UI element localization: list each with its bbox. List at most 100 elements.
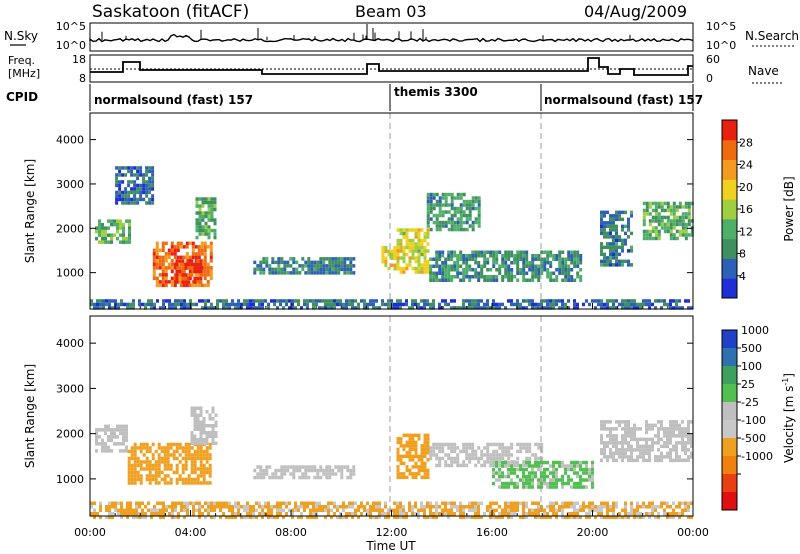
velocity-cell: [432, 442, 436, 447]
velocity-cell: [669, 441, 672, 445]
velocity-cell: [633, 430, 636, 435]
velocity-cell: [516, 474, 519, 479]
power-cell: [615, 259, 618, 264]
power-cell: [546, 306, 549, 310]
power-cell: [274, 267, 278, 272]
power-cell: [174, 299, 177, 303]
velocity-cell: [214, 431, 218, 435]
velocity-cell: [271, 472, 275, 476]
power-cell: [420, 242, 424, 246]
power-cell: [636, 302, 639, 307]
velocity-cell: [175, 449, 179, 454]
power-cell: [349, 271, 353, 275]
velocity-cell: [489, 501, 492, 505]
velocity-cell: [169, 453, 173, 457]
power-cell: [179, 255, 183, 260]
power-cell: [151, 201, 155, 205]
velocity-cell: [402, 512, 405, 516]
velocity-cell: [495, 501, 498, 505]
velocity-cell: [175, 467, 179, 471]
velocity-cell: [522, 505, 525, 509]
velocity-cell: [606, 515, 609, 519]
velocity-cell: [378, 508, 381, 512]
power-cell: [462, 213, 466, 218]
velocity-cell: [324, 508, 327, 512]
power-cell: [408, 259, 412, 264]
velocity-cell: [405, 451, 409, 455]
power-cell: [684, 299, 687, 303]
velocity-cell: [609, 455, 612, 459]
velocity-cell: [405, 475, 409, 480]
velocity-cell: [519, 446, 523, 450]
power-cell: [203, 273, 207, 277]
velocity-cell: [130, 474, 134, 478]
velocity-cell: [492, 501, 495, 505]
velocity-cell: [666, 437, 669, 442]
power-cell: [450, 250, 454, 254]
power-cell: [288, 299, 291, 303]
power-cell: [609, 242, 612, 246]
velocity-cell: [199, 406, 203, 410]
velocity-cell: [567, 501, 570, 505]
velocity-cell: [340, 465, 344, 469]
power-cell: [225, 302, 228, 307]
power-cell: [525, 271, 529, 275]
power-cell: [471, 302, 474, 307]
velocity-cell: [154, 449, 158, 454]
power-cell: [161, 280, 165, 284]
power-cell: [158, 255, 162, 260]
power-cell: [621, 263, 624, 267]
power-cell: [164, 266, 168, 270]
power-cell: [477, 254, 481, 258]
power-cell: [456, 306, 459, 310]
power-cell: [672, 205, 676, 209]
power-cell: [188, 241, 192, 246]
velocity-cell: [199, 449, 203, 454]
power-cell: [459, 206, 463, 211]
velocity-cell: [507, 449, 511, 454]
velocity-cell: [555, 508, 558, 512]
power-cell: [450, 213, 454, 218]
velocity-cell: [657, 455, 660, 459]
velocity-cell: [531, 464, 534, 468]
power-cell: [687, 212, 691, 216]
power-cell: [567, 271, 571, 275]
power-cell: [201, 214, 205, 219]
velocity-cell: [199, 470, 203, 475]
velocity-cell: [396, 458, 400, 462]
velocity-cell: [387, 512, 390, 516]
velocity-cell: [582, 508, 585, 512]
velocity-cell: [139, 474, 143, 478]
velocity-cell: [525, 446, 529, 450]
velocity-cell: [501, 456, 505, 461]
power-cell: [151, 197, 155, 202]
power-cell: [420, 266, 424, 271]
velocity-cell: [468, 505, 471, 509]
velocity-cell: [543, 478, 546, 482]
velocity-cell: [98, 428, 101, 432]
power-cell: [516, 268, 520, 272]
velocity-colorbar-band: [722, 402, 737, 421]
velocity-cell: [95, 449, 98, 453]
power-cell: [579, 254, 583, 258]
power-cell: [152, 252, 156, 256]
velocity-cell: [243, 508, 246, 512]
power-cell: [210, 197, 214, 201]
power-cell: [534, 275, 538, 279]
velocity-cell: [477, 508, 480, 512]
power-cell: [663, 215, 667, 220]
velocity-cell: [453, 505, 456, 509]
power-cell: [310, 271, 314, 275]
power-cell: [98, 229, 101, 234]
power-cell: [136, 176, 140, 181]
velocity-cell: [636, 458, 639, 463]
velocity-cell: [528, 446, 532, 450]
velocity-cell: [588, 478, 591, 482]
velocity-cell: [411, 458, 415, 462]
velocity-cell: [531, 501, 534, 505]
power-cell: [203, 283, 207, 288]
power-cell: [567, 257, 571, 261]
power-cell: [432, 271, 436, 275]
velocity-cell: [264, 501, 267, 505]
power-cell: [477, 224, 481, 228]
